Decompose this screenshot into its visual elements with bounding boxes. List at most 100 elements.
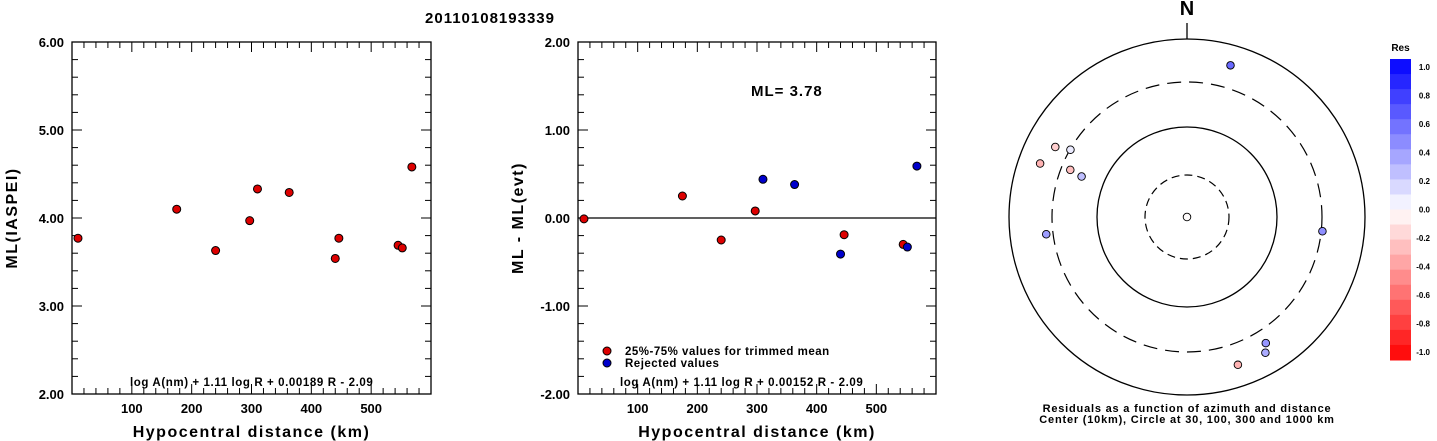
x-tick-label: 400 [806,401,828,416]
x-axis-label: Hypocentral distance (km) [133,424,371,441]
colorbar-segment [1390,344,1411,361]
x-tick-label: 500 [360,401,382,416]
colorbar-segment [1390,269,1411,286]
north-label: N [1180,0,1194,20]
formula-text: log A(nm) + 1.11 log R + 0.00152 R - 2.0… [620,377,863,389]
data-point [579,214,589,224]
data-point [73,233,83,243]
y-tick-label: -2.00 [540,387,570,402]
ml-vs-distance-panel: 100 200 300 400 500 2.00 3.00 4.00 5.00 6.00 Hypoc… [4,35,432,441]
data-point [912,161,922,171]
station-point [1226,61,1235,70]
y-tick-label: 3.00 [39,299,64,314]
colorbar-segment [1390,224,1411,241]
caption-line: Center (10km), Circle at 30, 100, 300 an… [1039,414,1334,426]
y-axis-label: ML - ML(evt) [510,162,527,274]
colorbar-segment [1390,254,1411,271]
data-point [397,243,407,253]
data-point [330,253,340,263]
colorbar-label: -0.2 [1416,234,1430,243]
station-point [1182,212,1192,222]
data-point [284,187,294,197]
x-tick-label: 100 [627,401,649,416]
colorbar-segment [1390,74,1411,90]
data-point [211,246,221,256]
colorbar-label: 0.6 [1419,120,1431,129]
y-axis-label: ML(IASPEI) [4,167,21,268]
data-point [334,233,344,243]
station-point [1051,142,1060,152]
legend-label: Rejected values [625,358,719,370]
colorbar-label: -0.4 [1416,263,1430,272]
data-point [172,204,182,214]
colorbar-segment [1390,164,1411,180]
colorbar-label: 0.8 [1419,92,1431,101]
station-point [1035,159,1045,168]
data-point [716,235,726,245]
colorbar-segment [1390,299,1411,316]
data-point [245,216,255,226]
data-point [839,230,849,240]
ring-30km [1144,174,1230,260]
x-tick-label: 300 [241,401,263,416]
colorbar-label: 0.2 [1419,177,1431,186]
data-point [252,184,262,194]
colorbar-label: -0.6 [1416,291,1430,300]
colorbar-segment [1390,284,1411,301]
colorbar-label: 1.0 [1419,63,1431,72]
y-tick-label: 2.00 [545,35,570,50]
colorbar-segment [1390,134,1411,150]
y-tick-label: 0.00 [545,211,570,226]
data-point [902,242,912,252]
legend-marker [602,358,612,368]
x-tick-label: 400 [300,401,322,416]
colorbar-label: 0.0 [1419,206,1431,215]
data-point [677,191,687,201]
ring-100km [1096,126,1278,308]
colorbar-segment [1390,239,1411,256]
legend-label: 25%-75% values for trimmed mean [625,346,830,358]
data-point [790,180,800,190]
colorbar-segment [1390,149,1411,165]
colorbar-segment [1390,59,1411,75]
colorbar-segment [1390,89,1411,105]
azimuth-residual-panel: N Residuals as a function of azimuth and … [1008,0,1431,426]
station-point [1261,348,1270,358]
colorbar-segment [1390,194,1411,210]
y-tick-label: 6.00 [39,35,64,50]
x-tick-label: 300 [746,401,768,416]
colorbar-segment [1390,209,1411,226]
y-tick-label: 1.00 [545,123,570,138]
x-axis-label: Hypocentral distance (km) [638,424,876,441]
station-point [1077,172,1086,181]
caption-line: Residuals as a function of azimuth and d… [1043,403,1332,415]
data-point [836,249,846,259]
station-point [1318,226,1327,236]
ml-annotation: ML= 3.78 [751,83,823,100]
legend-marker [602,346,612,356]
station-point [1066,145,1075,154]
colorbar-label: -1.0 [1416,348,1430,357]
figure-title: 20110108193339 [425,10,555,27]
y-tick-label: 2.00 [39,387,64,402]
colorbar-segment [1390,104,1411,120]
ring-300km [1051,81,1323,353]
formula-text: log A(nm) + 1.11 log R + 0.00189 R - 2.0… [130,377,373,389]
residual-vs-distance-panel: 100 200 300 400 500 -2.00 -1.00 0.00 1.00 2.00 Hyp… [510,35,937,441]
y-tick-label: 4.00 [39,211,64,226]
colorbar-segment [1390,314,1411,331]
data-point [750,206,760,216]
x-tick-label: 100 [121,401,143,416]
x-tick-label: 500 [865,401,887,416]
y-tick-label: -1.00 [540,299,570,314]
station-point [1041,230,1051,239]
x-tick-label: 200 [686,401,708,416]
colorbar-title: Res [1391,43,1410,54]
colorbar-segment [1390,179,1411,195]
station-point [1233,360,1243,370]
data-point [758,174,768,184]
colorbar-segment [1390,119,1411,135]
colorbar-segment [1390,329,1411,346]
colorbar-label: -0.8 [1416,320,1430,329]
